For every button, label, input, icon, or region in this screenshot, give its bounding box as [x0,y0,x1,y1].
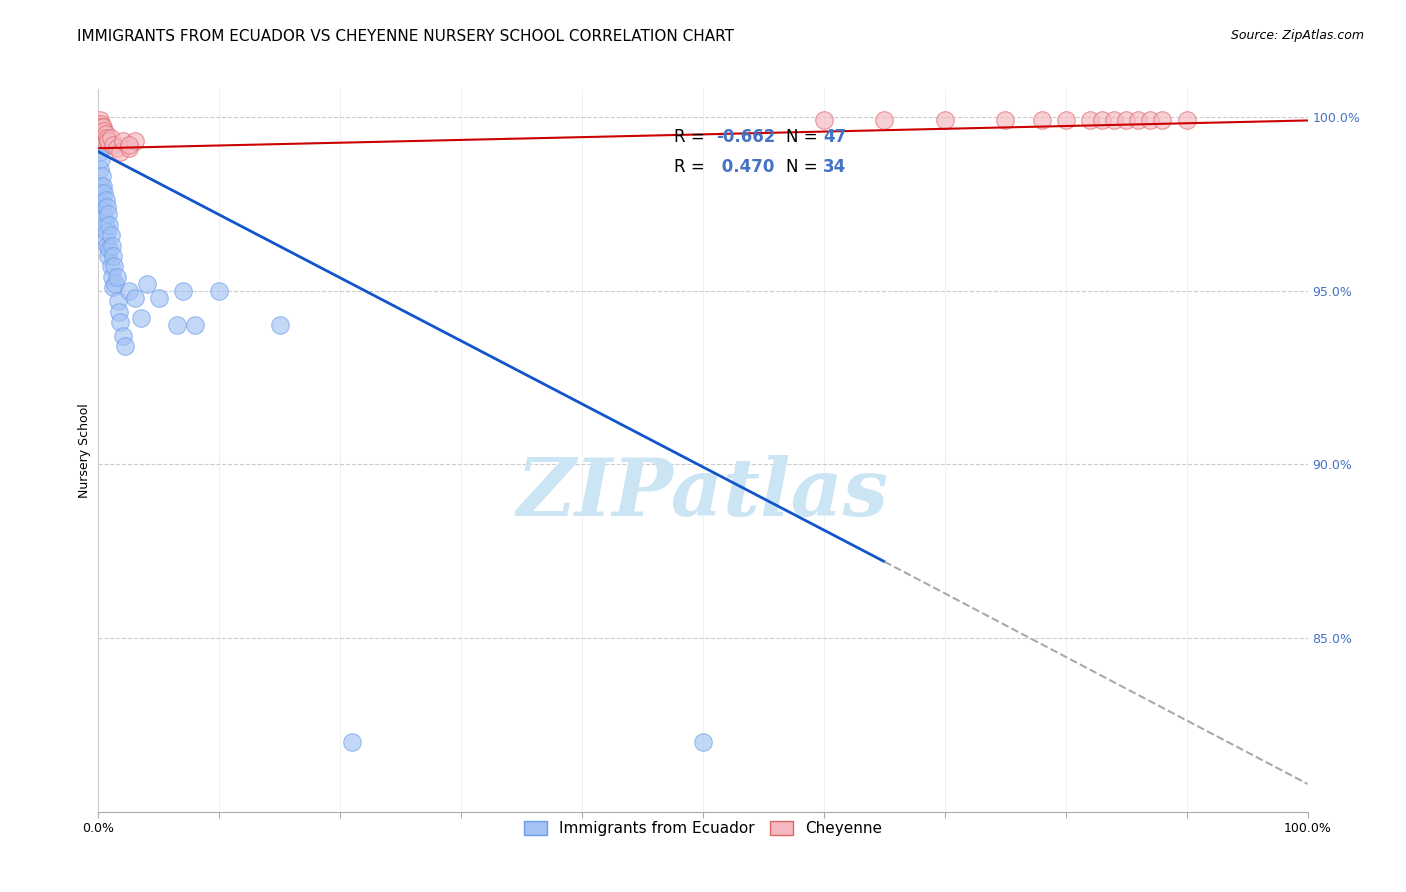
Point [108,145,131,159]
Point [93,186,115,201]
Text: 0.470: 0.470 [716,159,775,177]
Point [104,277,127,291]
Point [118,137,141,152]
Point [94,194,117,208]
Point [91,169,114,183]
Point [100,238,122,252]
Point [1102,113,1125,128]
Point [1152,113,1174,128]
Point [96,238,118,252]
Text: 47: 47 [823,128,846,145]
Point [91,120,114,135]
Point [105,141,128,155]
Point [208,284,231,298]
Point [100,260,122,274]
Point [101,137,124,152]
Point [118,284,141,298]
Point [1175,113,1198,128]
Point [97,134,120,148]
Point [1115,113,1137,128]
Point [100,131,122,145]
Text: N =: N = [786,159,823,177]
Point [90,152,112,166]
Point [91,131,114,145]
Text: 34: 34 [823,159,846,177]
Point [111,134,134,148]
Point [124,134,146,148]
Point [1031,113,1053,128]
Point [148,291,170,305]
Point [101,280,124,294]
Legend: Immigrants from Ecuador, Cheyenne: Immigrants from Ecuador, Cheyenne [516,814,890,844]
Point [96,200,118,214]
Point [111,328,134,343]
Point [114,339,136,353]
Point [89,113,111,128]
Text: N =: N = [786,128,823,145]
Point [994,113,1017,128]
Point [1078,113,1101,128]
Point [91,128,114,142]
Point [124,291,146,305]
Point [89,120,111,135]
Point [103,260,125,274]
Point [98,218,121,232]
Point [118,141,141,155]
Point [97,207,120,221]
Point [90,179,112,194]
Point [135,277,157,291]
Point [90,117,112,131]
Point [94,231,117,245]
Point [100,228,122,243]
Point [108,315,131,329]
Point [105,269,128,284]
Point [101,249,124,263]
Point [934,113,956,128]
Point [96,225,118,239]
Point [93,211,115,225]
Point [90,124,112,138]
Point [94,218,117,232]
Text: Source: ZipAtlas.com: Source: ZipAtlas.com [1230,29,1364,42]
Point [269,318,291,333]
Point [91,186,114,201]
Point [91,203,114,218]
Text: R =: R = [673,128,710,145]
Point [1139,113,1161,128]
Text: ZIPatlas: ZIPatlas [517,455,889,533]
Point [873,113,896,128]
Text: IMMIGRANTS FROM ECUADOR VS CHEYENNE NURSERY SCHOOL CORRELATION CHART: IMMIGRANTS FROM ECUADOR VS CHEYENNE NURS… [77,29,734,44]
Point [98,242,121,256]
Point [1054,113,1077,128]
Point [89,162,111,177]
Point [166,318,188,333]
Point [100,269,122,284]
Point [108,304,131,318]
Point [96,131,118,145]
Point [91,120,114,135]
Point [91,179,114,194]
Point [91,197,114,211]
Point [93,124,115,138]
Point [813,113,835,128]
Point [89,145,111,159]
Point [94,128,117,142]
Point [692,735,714,749]
Point [97,249,120,263]
Point [107,294,129,309]
Point [342,735,364,749]
Point [184,318,207,333]
Point [1091,113,1114,128]
Point [129,311,152,326]
Y-axis label: Nursery School: Nursery School [79,403,91,498]
Point [1128,113,1150,128]
Text: R =: R = [673,159,710,177]
Point [172,284,194,298]
Text: -0.662: -0.662 [716,128,775,145]
